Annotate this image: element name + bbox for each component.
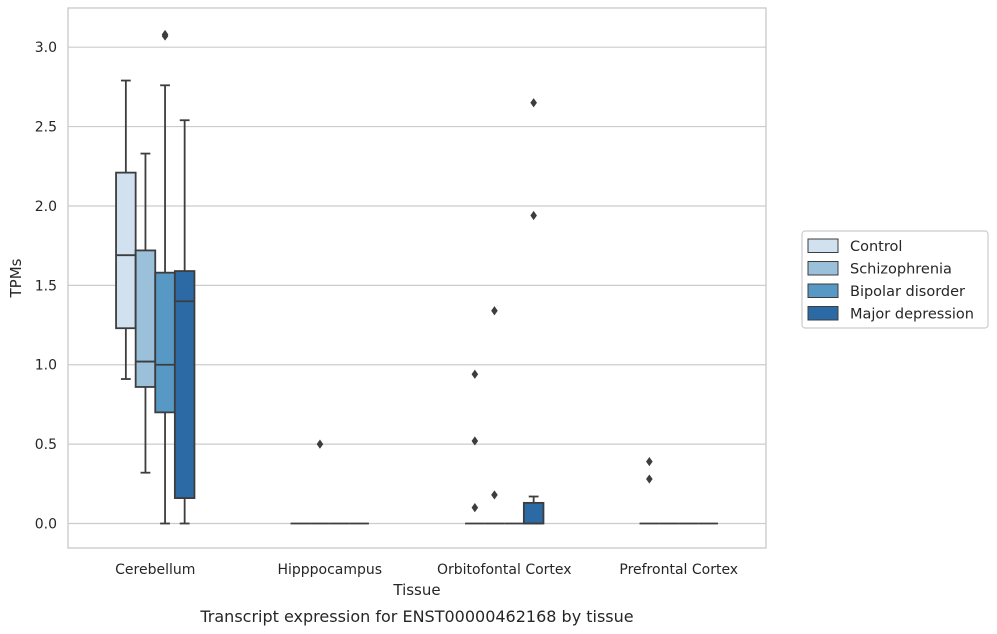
y-axis-label: TPMs: [7, 258, 25, 298]
legend-label: Major depression: [850, 307, 974, 323]
x-tick-label: Orbitofontal Cortex: [437, 562, 572, 578]
box-body: [134, 249, 157, 388]
y-tick-label: 2.0: [35, 199, 57, 215]
y-tick-label: 0.5: [35, 437, 57, 453]
y-tick-label: 3.0: [35, 40, 57, 56]
outlier-point: [530, 210, 537, 221]
outlier-point: [471, 503, 479, 513]
legend-swatch: [807, 283, 839, 298]
box-schizophrenia: [310, 439, 330, 525]
box-bipolar-disorder: [154, 29, 176, 525]
legend: Control Schizophrenia Bipolar disorder Majo…: [801, 230, 989, 329]
box-groups: [115, 29, 718, 525]
x-tick-labels: Cerebellum Hipppocampus Orbitofontal Corte…: [115, 562, 738, 578]
outlier-point: [646, 456, 653, 467]
legend-swatch: [807, 261, 839, 276]
box-control: [639, 456, 660, 525]
x-axis-label: Tissue: [392, 581, 440, 599]
y-tick-label: 2.5: [35, 120, 57, 136]
legend-swatch: [807, 306, 839, 321]
x-tick-label: Hipppocampus: [277, 562, 382, 578]
x-tick-label: Prefrontal Cortex: [619, 562, 738, 578]
outlier-point: [530, 98, 537, 108]
y-tick-label: 1.0: [35, 358, 57, 374]
outlier-point: [316, 439, 324, 449]
outlier-point: [491, 306, 498, 316]
box-body: [522, 501, 545, 525]
x-tick-label: Cerebellum: [115, 562, 195, 578]
box-control: [465, 369, 485, 525]
legend-label: Schizophrenia: [850, 262, 952, 278]
legend-swatch: [807, 238, 839, 253]
outlier-point: [646, 474, 653, 484]
outlier-point: [471, 436, 479, 446]
box-major-depression: [173, 119, 196, 525]
y-tick-label: 0.0: [35, 517, 57, 533]
box-body: [173, 270, 196, 499]
legend-label: Bipolar disorder: [850, 284, 965, 300]
chart-caption: Transcript expression for ENST0000046216…: [199, 607, 633, 626]
box-major-depression: [522, 98, 545, 525]
plot-frame: [67, 7, 767, 549]
y-tick-labels: 0.0 0.5 1.0 1.5 2.0 2.5 3.0: [35, 40, 57, 532]
box-schizophrenia: [134, 152, 157, 474]
box-body: [154, 271, 176, 414]
legend-label: Control: [850, 239, 902, 255]
box-schizophrenia: [484, 306, 505, 525]
box-control: [115, 79, 137, 380]
y-tick-label: 1.5: [35, 278, 57, 294]
box-body: [115, 171, 137, 330]
outlier-point: [471, 369, 479, 379]
outlier-point: [161, 31, 169, 41]
outlier-point: [491, 490, 498, 500]
legend-box: [801, 230, 989, 329]
